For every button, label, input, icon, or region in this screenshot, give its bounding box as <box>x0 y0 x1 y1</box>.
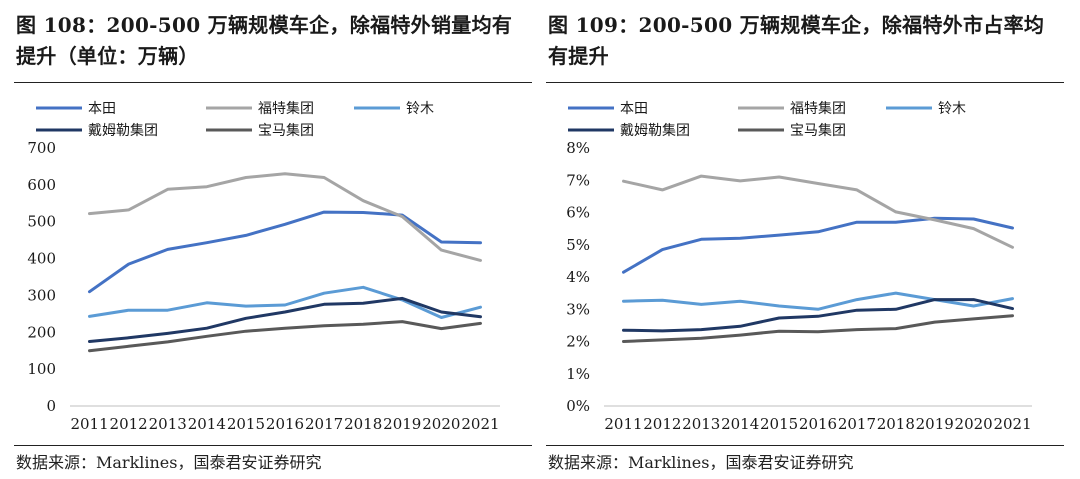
series-line-宝马集团 <box>88 320 482 353</box>
x-tick-label: 2011 <box>70 415 108 433</box>
x-tick-label: 2020 <box>955 415 993 433</box>
x-tick-label: 2014 <box>721 415 759 433</box>
legend-label: 宝马集团 <box>258 122 314 139</box>
series-line-福特集团 <box>622 174 1014 249</box>
figure-title-108: 图 108：200-500 万辆规模车企，除福特外销量均有提升（单位：万辆） <box>16 13 513 68</box>
x-tick-label: 2015 <box>227 415 265 433</box>
x-tick-label: 2021 <box>461 415 499 433</box>
y-tick-label: 5% <box>566 236 590 254</box>
legend-label: 福特集团 <box>790 100 846 117</box>
y-tick-label: 700 <box>27 139 56 157</box>
x-tick-label: 2017 <box>838 415 876 433</box>
chart-panel-share: 图 109：200-500 万辆规模车企，除福特外市占率均有提升 本田 福特集团 铃… <box>546 0 1066 479</box>
series-line-铃木 <box>88 285 482 319</box>
x-tick-label: 2012 <box>643 415 681 433</box>
legend-label: 本田 <box>620 101 648 117</box>
title-rule <box>14 82 532 83</box>
x-tick-label: 2016 <box>266 415 304 433</box>
y-tick-label: 1% <box>566 365 590 383</box>
y-tick-label: 6% <box>566 204 590 222</box>
chart-panel-sales: 图 108：200-500 万辆规模车企，除福特外销量均有提升（单位：万辆） 本… <box>14 0 534 479</box>
series-line-戴姆勒集团 <box>88 296 482 343</box>
x-tick-label: 2014 <box>188 415 226 433</box>
series-line-本田 <box>88 210 482 294</box>
x-tick-label: 2013 <box>682 415 720 433</box>
y-tick-label: 7% <box>566 171 590 189</box>
legend-label: 宝马集团 <box>790 122 846 139</box>
legend-label: 戴姆勒集团 <box>88 122 158 139</box>
x-tick-label: 2018 <box>877 415 915 433</box>
legend-label: 铃木 <box>938 101 966 117</box>
x-tick-label: 2021 <box>993 415 1031 433</box>
series-line-本田 <box>622 216 1014 274</box>
y-tick-label: 2% <box>566 333 590 351</box>
series-line-宝马集团 <box>622 314 1014 343</box>
source-rule <box>546 445 1064 446</box>
y-tick-label: 0 <box>46 397 56 415</box>
source-rule <box>14 445 532 446</box>
x-tick-label: 2017 <box>305 415 343 433</box>
source-note: 数据来源：Marklines，国泰君安证券研究 <box>548 453 854 472</box>
x-tick-label: 2015 <box>760 415 798 433</box>
series-line-戴姆勒集团 <box>622 298 1014 333</box>
x-tick-label: 2019 <box>916 415 954 433</box>
legend-label: 戴姆勒集团 <box>620 122 690 139</box>
x-tick-label: 2016 <box>799 415 837 433</box>
x-tick-label: 2019 <box>383 415 421 433</box>
y-tick-label: 400 <box>27 250 56 268</box>
y-tick-label: 600 <box>27 176 56 194</box>
y-tick-label: 0% <box>566 397 590 415</box>
title-rule <box>546 82 1064 83</box>
y-tick-label: 200 <box>27 323 56 341</box>
y-tick-label: 500 <box>27 213 56 231</box>
series-line-铃木 <box>622 291 1014 311</box>
source-note: 数据来源：Marklines，国泰君安证券研究 <box>16 453 322 472</box>
y-tick-label: 300 <box>27 286 56 304</box>
y-tick-label: 100 <box>27 360 56 378</box>
y-tick-label: 4% <box>566 268 590 286</box>
y-tick-label: 8% <box>566 139 590 157</box>
y-tick-label: 3% <box>566 300 590 318</box>
x-tick-label: 2020 <box>422 415 460 433</box>
x-tick-label: 2013 <box>149 415 187 433</box>
legend-label: 铃木 <box>406 101 434 117</box>
series-line-福特集团 <box>88 172 482 262</box>
figure-title-109: 图 109：200-500 万辆规模车企，除福特外市占率均有提升 <box>548 13 1045 68</box>
x-tick-label: 2011 <box>604 415 642 433</box>
x-tick-label: 2018 <box>344 415 382 433</box>
legend-label: 福特集团 <box>258 100 314 117</box>
x-tick-label: 2012 <box>110 415 148 433</box>
legend-label: 本田 <box>88 101 116 117</box>
